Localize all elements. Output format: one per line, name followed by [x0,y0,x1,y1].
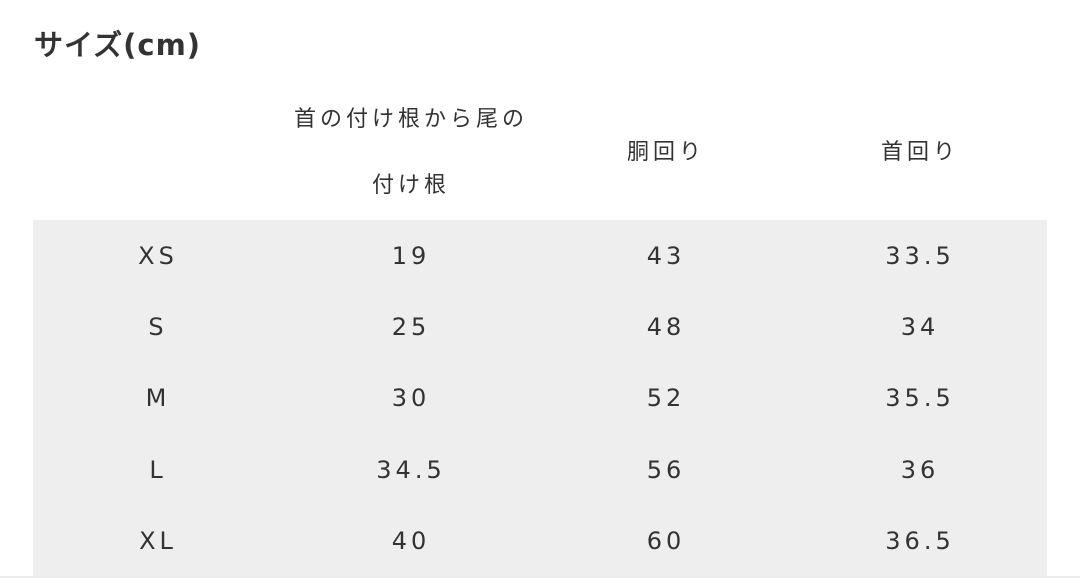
table-cell: 35.5 [885,384,955,413]
table-cell: 48 [646,313,686,342]
header-row: 首の付け根から尾の付け根 胴回り 首回り [33,86,1047,220]
size-table: 首の付け根から尾の付け根 胴回り 首回り XS 19 43 33.5 S 25 48 34 M 3… [33,86,1047,577]
table-row: XL 40 60 36.5 [33,505,1047,577]
header-size [33,86,283,220]
header-neck: 首回り [880,140,959,165]
page-title: サイズ(cm) [34,28,202,62]
table-row: L 34.5 56 36 [33,434,1047,506]
table-cell: M [145,384,171,413]
divider [0,576,1080,578]
table-row: S 25 48 34 [33,291,1047,363]
table-cell: 56 [646,455,686,484]
table-cell: L [149,455,167,484]
table-cell: 25 [391,313,431,342]
table-cell: 36 [900,455,940,484]
table-cell: 36.5 [885,527,955,556]
table-cell: XL [139,527,177,556]
table-cell: 43 [646,241,686,270]
table-cell: 33.5 [885,241,955,270]
table-cell: 30 [391,384,431,413]
table-cell: 60 [646,527,686,556]
table-cell: 52 [646,384,686,413]
header-chest: 胴回り [626,140,705,165]
table-row: M 30 52 35.5 [33,362,1047,435]
table-cell: S [148,313,168,342]
table-cell: XS [138,241,178,270]
table-row: XS 19 43 33.5 [33,220,1047,292]
table-cell: 40 [391,527,431,556]
table-cell: 34.5 [376,455,446,484]
header-back-length: 首の付け根から尾の付け根 [293,107,528,198]
table-cell: 34 [900,313,940,342]
table-cell: 19 [391,241,431,270]
